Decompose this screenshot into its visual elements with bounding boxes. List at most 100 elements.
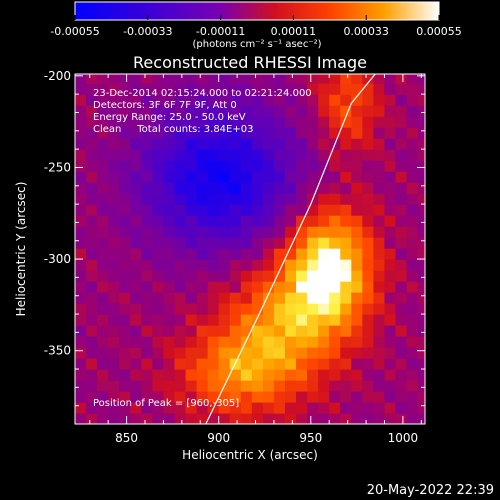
heatmap-cell	[97, 83, 109, 95]
heatmap-cell	[296, 94, 308, 106]
heatmap-cell	[251, 182, 264, 194]
heatmap-cell	[152, 413, 165, 424]
heatmap-cell	[152, 391, 165, 403]
heatmap-cell	[207, 94, 220, 106]
heatmap-cell	[417, 215, 425, 227]
heatmap-cell	[329, 204, 341, 216]
heatmap-cell	[174, 182, 187, 194]
heatmap-cell	[240, 83, 253, 95]
heatmap-cell	[307, 116, 319, 128]
heatmap-cell	[285, 149, 297, 161]
heatmap-cell	[97, 204, 109, 216]
heatmap-cell	[86, 83, 98, 95]
heatmap-cell	[119, 215, 131, 227]
heatmap-cell	[218, 325, 231, 337]
heatmap-cell	[86, 336, 98, 348]
heatmap-cell	[75, 215, 87, 227]
heatmap-cell	[196, 380, 209, 392]
heatmap-cell	[262, 391, 275, 403]
heatmap-cell	[329, 127, 341, 139]
heatmap-cell	[296, 215, 308, 227]
heatmap-cell	[285, 358, 297, 370]
heatmap-cell	[174, 314, 187, 326]
heatmap-cell	[86, 127, 98, 139]
heatmap-cell	[163, 380, 176, 392]
heatmap-cell	[174, 270, 187, 282]
heatmap-cell	[417, 138, 425, 150]
heatmap-cell	[296, 160, 308, 172]
heatmap-cell	[97, 402, 109, 414]
heatmap-cell	[152, 358, 165, 370]
heatmap-cell	[296, 391, 308, 403]
heatmap-cell	[373, 402, 386, 414]
heatmap-cell	[229, 160, 242, 172]
heatmap-cell	[240, 413, 253, 424]
heatmap-cell	[196, 336, 209, 348]
heatmap-cell	[130, 215, 142, 227]
heatmap-cell	[406, 369, 419, 381]
heatmap-cell	[185, 347, 198, 359]
heatmap-cell	[351, 259, 363, 271]
heatmap-cell	[141, 182, 153, 194]
y-tick-label: -300	[44, 252, 71, 266]
heatmap-cell	[75, 281, 87, 293]
heatmap-cell	[340, 171, 352, 183]
heatmap-cell	[318, 138, 330, 150]
heatmap-cell	[141, 215, 153, 227]
heatmap-cell	[207, 116, 220, 128]
heatmap-cell	[318, 303, 330, 315]
heatmap-cell	[218, 292, 231, 304]
heatmap-cell	[307, 171, 319, 183]
heatmap-cell	[262, 237, 275, 249]
heatmap-cell	[340, 380, 352, 392]
heatmap-cell	[240, 215, 253, 227]
heatmap-cell	[373, 74, 386, 84]
heatmap-cell	[406, 226, 419, 238]
heatmap-cell	[384, 248, 397, 260]
heatmap-cell	[174, 413, 187, 424]
heatmap-cell	[97, 116, 109, 128]
heatmap-cell	[185, 259, 198, 271]
heatmap-cell	[406, 138, 419, 150]
heatmap-cell	[119, 402, 131, 414]
heatmap-cell	[108, 215, 120, 227]
heatmap-cell	[196, 116, 209, 128]
heatmap-cell	[240, 116, 253, 128]
heatmap-cell	[417, 171, 425, 183]
axes: 850 900 950 1000 -200 -250 -300 -350	[44, 69, 425, 445]
heatmap-cell	[75, 248, 87, 260]
heatmap-cell	[373, 215, 386, 227]
heatmap-cell	[384, 281, 397, 293]
heatmap-cell	[395, 358, 408, 370]
heatmap-cell	[152, 259, 165, 271]
heatmap-cell	[86, 391, 98, 403]
heatmap-cell	[362, 413, 375, 424]
heatmap-cell	[262, 325, 275, 337]
heatmap-cell	[285, 369, 297, 381]
heatmap-cell	[207, 226, 220, 238]
heatmap-cell	[185, 369, 198, 381]
heatmap-cell	[75, 182, 87, 194]
heatmap-cell	[185, 380, 198, 392]
heatmap-cell	[384, 74, 397, 84]
colorbar-units-label: (photons cm⁻² s⁻¹ asec⁻²)	[192, 39, 321, 50]
heatmap-cell	[273, 369, 286, 381]
heatmap-cell	[163, 314, 176, 326]
heatmap-cell	[384, 226, 397, 238]
heatmap-cell	[351, 182, 363, 194]
heatmap-cell	[373, 83, 386, 95]
heatmap-cell	[273, 182, 286, 194]
heatmap-cell	[395, 314, 408, 326]
heatmap-cell	[196, 204, 209, 216]
heatmap-cell	[75, 193, 87, 205]
heatmap-cell	[108, 171, 120, 183]
heatmap-cell	[395, 171, 408, 183]
heatmap-cell	[340, 160, 352, 172]
heatmap-cell	[196, 149, 209, 161]
heatmap-cell	[251, 83, 264, 95]
heatmap-cell	[273, 270, 286, 282]
heatmap-cell	[152, 336, 165, 348]
heatmap-cell	[296, 138, 308, 150]
heatmap-cell	[417, 74, 425, 84]
heatmap-cell	[262, 380, 275, 392]
